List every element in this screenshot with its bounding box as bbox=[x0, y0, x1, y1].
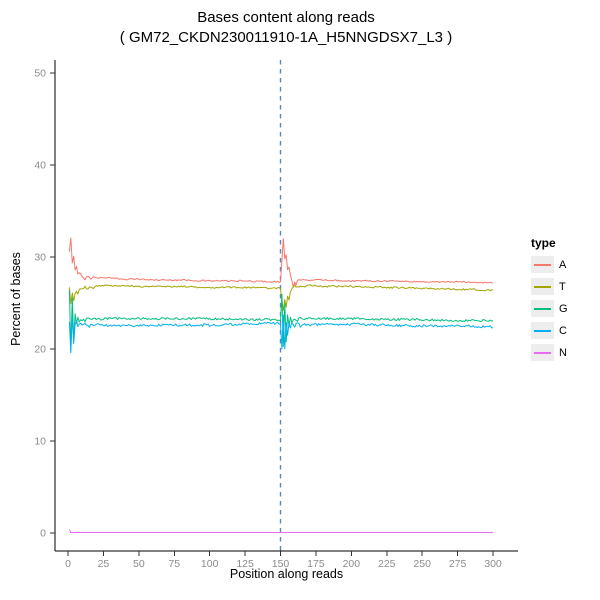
x-tick-label: 175 bbox=[307, 558, 325, 570]
legend-key-N bbox=[531, 344, 554, 361]
x-tick-label: 25 bbox=[98, 558, 110, 570]
legend-label: T bbox=[559, 280, 566, 293]
x-tick-label: 225 bbox=[378, 558, 396, 570]
series-line-C bbox=[68, 314, 494, 354]
legend-label: A bbox=[559, 258, 567, 271]
series-line-T bbox=[68, 284, 494, 311]
legend-entry-G: G bbox=[531, 300, 599, 317]
legend-entry-C: C bbox=[531, 322, 599, 339]
legend-swatch-line-G bbox=[534, 307, 551, 310]
legend-entry-A: A bbox=[531, 256, 599, 273]
x-tick-label: 50 bbox=[133, 558, 145, 570]
legend-key-G bbox=[531, 300, 554, 317]
legend-label: G bbox=[559, 302, 568, 315]
x-tick-label: 0 bbox=[65, 558, 71, 570]
legend-swatch-line-A bbox=[534, 263, 551, 266]
x-tick-label: 275 bbox=[449, 558, 467, 570]
series-line-N bbox=[68, 529, 493, 533]
y-tick-label: 20 bbox=[34, 344, 46, 356]
legend-entry-N: N bbox=[531, 344, 599, 361]
legend-swatch-line-C bbox=[534, 329, 551, 332]
y-tick-label: 40 bbox=[34, 160, 46, 172]
series-line-A bbox=[68, 237, 494, 288]
legend-title: type bbox=[531, 236, 556, 250]
chart-subtitle: ( GM72_CKDN230011910-1A_H5NNGDSX7_L3 ) bbox=[119, 29, 453, 47]
legend-swatch-line-N bbox=[534, 351, 551, 354]
legend-label: C bbox=[559, 324, 567, 337]
legend-key-T bbox=[531, 278, 554, 295]
legend-key-C bbox=[531, 322, 554, 339]
x-axis-label: Position along reads bbox=[229, 567, 344, 581]
title-block: Bases content along reads ( GM72_CKDN230… bbox=[0, 8, 572, 49]
legend-swatch-line-T bbox=[534, 285, 551, 288]
y-tick-label: 10 bbox=[34, 436, 46, 448]
y-tick-label: 0 bbox=[40, 528, 46, 540]
x-tick-label: 200 bbox=[343, 558, 361, 570]
x-tick-label: 300 bbox=[484, 558, 502, 570]
x-tick-label: 125 bbox=[236, 558, 254, 570]
legend-label: N bbox=[559, 346, 567, 359]
x-tick-label: 100 bbox=[201, 558, 219, 570]
chart-title: Bases content along reads bbox=[197, 9, 375, 26]
x-tick-label: 150 bbox=[272, 558, 290, 570]
y-axis-label: Percent of bases bbox=[9, 252, 23, 346]
series-line-G bbox=[68, 290, 493, 351]
y-tick-label: 50 bbox=[34, 68, 46, 80]
x-tick-label: 250 bbox=[413, 558, 431, 570]
legend-entry-T: T bbox=[531, 278, 599, 295]
legend-key-A bbox=[531, 256, 554, 273]
y-tick-label: 30 bbox=[34, 252, 46, 264]
x-tick-label: 75 bbox=[168, 558, 180, 570]
